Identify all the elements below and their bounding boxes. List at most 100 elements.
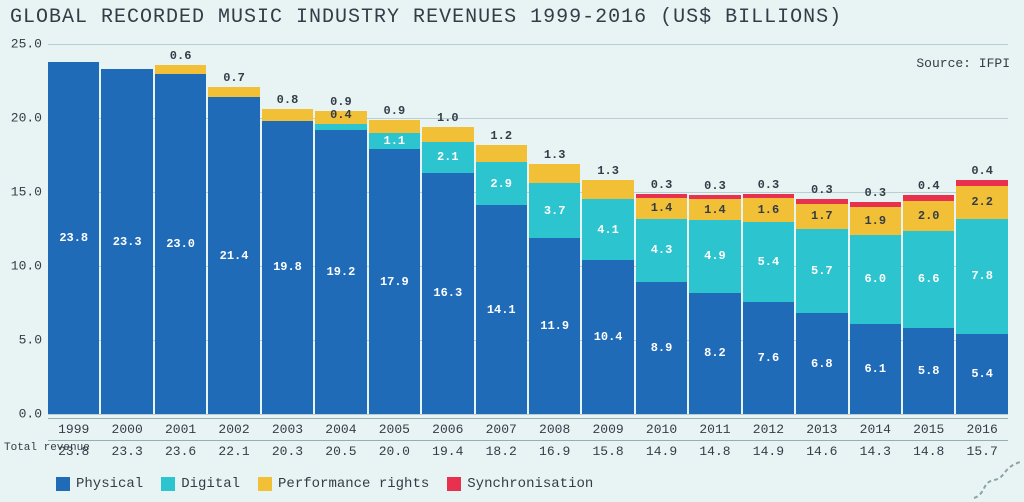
bar-segment-physical: 19.2 bbox=[315, 130, 366, 414]
total-value: 20.5 bbox=[315, 441, 366, 462]
segment-value-label: 4.3 bbox=[651, 243, 673, 257]
bar-segment-digital: 4.9 bbox=[689, 220, 740, 293]
segment-value-label: 1.2 bbox=[490, 129, 512, 143]
x-tick-label: 2008 bbox=[529, 419, 580, 440]
bar-segment-digital: 5.4 bbox=[743, 222, 794, 302]
bar-column: 0.623.0 bbox=[155, 65, 206, 414]
bar-column: 0.819.8 bbox=[262, 109, 313, 414]
legend-label: Synchronisation bbox=[467, 476, 593, 492]
x-tick-label: 2003 bbox=[262, 419, 313, 440]
segment-value-label: 1.4 bbox=[651, 201, 673, 215]
x-tick-label: 2015 bbox=[903, 419, 954, 440]
segment-value-label: 0.3 bbox=[758, 178, 780, 192]
bar-segment-physical: 5.8 bbox=[903, 328, 954, 414]
bar-segment-physical: 21.4 bbox=[208, 97, 259, 414]
segment-value-label: 4.1 bbox=[597, 223, 619, 237]
bar-column: 0.31.96.06.1 bbox=[850, 202, 901, 414]
x-tick-label: 2016 bbox=[956, 419, 1007, 440]
bar-segment-physical: 6.1 bbox=[850, 324, 901, 414]
segment-value-label: 23.0 bbox=[166, 237, 195, 251]
bar-segment-physical: 8.9 bbox=[636, 282, 687, 414]
bar-segment-performance: 1.9 bbox=[850, 207, 901, 235]
bar-column: 0.31.44.98.2 bbox=[689, 195, 740, 414]
total-value: 14.8 bbox=[689, 441, 740, 462]
total-value: 18.2 bbox=[476, 441, 527, 462]
bar-segment-digital: 3.7 bbox=[529, 183, 580, 238]
segment-value-label: 0.4 bbox=[971, 164, 993, 178]
bars-container: 23.823.30.623.00.721.40.819.80.90.419.20… bbox=[48, 44, 1008, 414]
bar-segment-performance: 1.3 bbox=[582, 180, 633, 199]
segment-value-label: 19.8 bbox=[273, 260, 302, 274]
segment-value-label: 0.3 bbox=[864, 186, 886, 200]
segment-value-label: 1.6 bbox=[758, 203, 780, 217]
chart-title: GLOBAL RECORDED MUSIC INDUSTRY REVENUES … bbox=[0, 0, 1024, 29]
bar-segment-physical: 16.3 bbox=[422, 173, 473, 414]
bar-segment-digital: 2.9 bbox=[476, 162, 527, 205]
bar-segment-performance: 1.3 bbox=[529, 164, 580, 183]
bar-column: 0.31.44.38.9 bbox=[636, 194, 687, 415]
segment-value-label: 6.6 bbox=[918, 272, 940, 286]
legend-label: Physical bbox=[76, 476, 143, 492]
bar-segment-physical: 7.6 bbox=[743, 302, 794, 414]
bar-segment-physical: 23.8 bbox=[48, 62, 99, 414]
segment-value-label: 1.7 bbox=[811, 209, 833, 223]
bar-segment-physical: 23.3 bbox=[101, 69, 152, 414]
total-value: 14.9 bbox=[636, 441, 687, 462]
legend-swatch-icon bbox=[56, 477, 70, 491]
bar-column: 1.33.7 11.9 bbox=[529, 164, 580, 414]
bar-segment-performance: 2.2 bbox=[956, 186, 1007, 219]
segment-value-label: 5.7 bbox=[811, 264, 833, 278]
segment-value-label: 6.1 bbox=[864, 362, 886, 376]
bar-column: 0.31.65.47.6 bbox=[743, 194, 794, 414]
segment-value-label: 11.9 bbox=[540, 319, 569, 333]
bar-segment-digital: 7.8 bbox=[956, 219, 1007, 334]
bar-segment-digital: 4.1 bbox=[582, 199, 633, 260]
bar-segment-digital: 5.7 bbox=[796, 229, 847, 313]
x-tick-label: 2011 bbox=[689, 419, 740, 440]
total-value: 20.0 bbox=[369, 441, 420, 462]
segment-value-label: 0.3 bbox=[704, 179, 726, 193]
x-tick-label: 1999 bbox=[48, 419, 99, 440]
legend-label: Performance rights bbox=[278, 476, 429, 492]
legend-swatch-icon bbox=[258, 477, 272, 491]
segment-value-label: 1.0 bbox=[437, 111, 459, 125]
total-value: 15.7 bbox=[956, 441, 1007, 462]
bar-column: 1.22.914.1 bbox=[476, 145, 527, 414]
total-value: 16.9 bbox=[529, 441, 580, 462]
y-tick-label: 15.0 bbox=[6, 185, 42, 200]
segment-value-label: 1.4 bbox=[704, 203, 726, 217]
bar-segment-digital: 6.0 bbox=[850, 235, 901, 324]
bar-segment-physical: 10.4 bbox=[582, 260, 633, 414]
bar-segment-digital: 6.6 bbox=[903, 231, 954, 329]
x-tick-label: 2006 bbox=[422, 419, 473, 440]
segment-value-label: 21.4 bbox=[220, 249, 249, 263]
y-tick-label: 10.0 bbox=[6, 259, 42, 274]
segment-value-label: 4.9 bbox=[704, 249, 726, 263]
bar-segment-digital: 4.3 bbox=[636, 219, 687, 283]
segment-value-label: 2.2 bbox=[971, 195, 993, 209]
total-value: 14.9 bbox=[743, 441, 794, 462]
legend: PhysicalDigitalPerformance rightsSynchro… bbox=[56, 476, 593, 492]
segment-value-label: 19.2 bbox=[327, 265, 356, 279]
total-value: 19.4 bbox=[422, 441, 473, 462]
y-tick-label: 0.0 bbox=[6, 407, 42, 422]
segment-value-label: 0.4 bbox=[918, 179, 940, 193]
bar-segment-performance: 1.4 bbox=[636, 198, 687, 219]
bar-column: 1.3 4.1 10.4 bbox=[582, 180, 633, 414]
bar-segment-physical: 14.1 bbox=[476, 205, 527, 414]
legend-item-physical: Physical bbox=[56, 476, 143, 492]
x-tick-label: 2001 bbox=[155, 419, 206, 440]
totals-row: 23.823.323.622.120.320.520.019.418.216.9… bbox=[48, 440, 1008, 462]
total-value: 20.3 bbox=[262, 441, 313, 462]
segment-value-label: 0.3 bbox=[811, 183, 833, 197]
legend-item-performance: Performance rights bbox=[258, 476, 429, 492]
bar-segment-digital: 1.1 bbox=[369, 133, 420, 149]
segment-value-label: 0.4 bbox=[330, 108, 352, 122]
bar-column: 23.3 bbox=[101, 69, 152, 414]
total-value: 14.8 bbox=[903, 441, 954, 462]
segment-value-label: 6.8 bbox=[811, 357, 833, 371]
bar-segment-performance: 2.0 bbox=[903, 201, 954, 231]
segment-value-label: 0.9 bbox=[330, 95, 352, 109]
bar-segment-physical: 19.8 bbox=[262, 121, 313, 414]
chart-plot-area: 0.05.010.015.020.025.0 23.823.30.623.00.… bbox=[48, 44, 1008, 414]
